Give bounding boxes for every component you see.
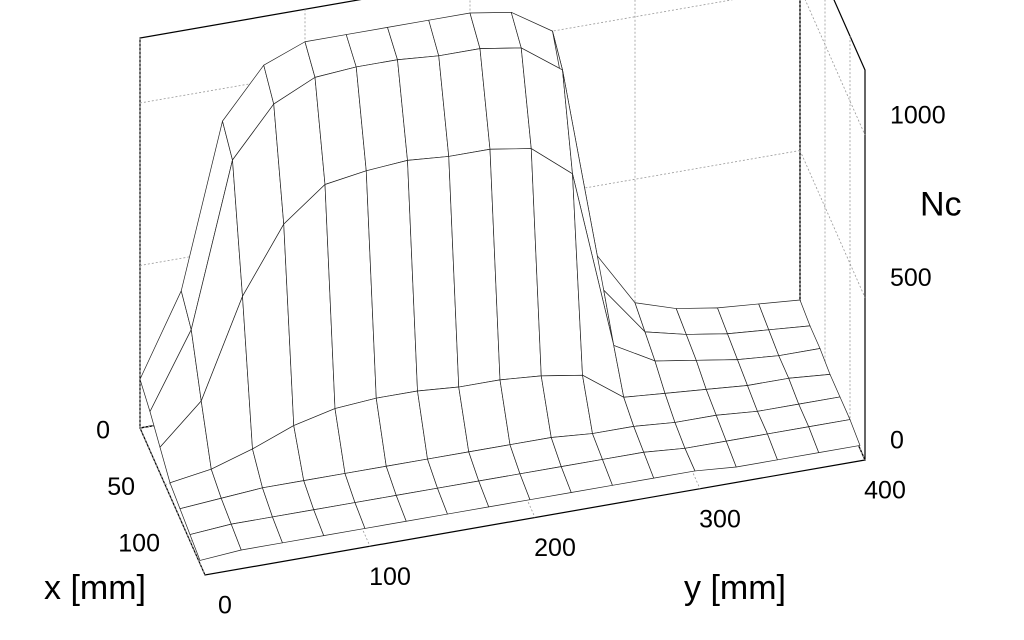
y-tick-label: 200 [534, 534, 576, 562]
y-tick-label: 400 [864, 477, 906, 505]
grid-line [799, 150, 866, 298]
x-tick-label: 0 [96, 417, 110, 445]
y-tick-label: 100 [369, 563, 411, 591]
surface-cell [808, 419, 861, 453]
grid-line [139, 427, 206, 576]
grid-line [804, 0, 866, 136]
x-tick-label: 100 [118, 530, 160, 558]
z-tick-label: 500 [890, 264, 932, 292]
y-tick-label: 0 [218, 592, 232, 620]
y-axis-label: y [mm] [684, 569, 786, 607]
z-tick-label: 0 [890, 427, 904, 455]
x-tick-label: 50 [107, 473, 135, 501]
z-tick-label: 1000 [890, 102, 946, 130]
y-tick-label: 300 [699, 505, 741, 533]
z-axis-label: Nc [920, 185, 962, 223]
x-axis-label: x [mm] [44, 569, 146, 607]
